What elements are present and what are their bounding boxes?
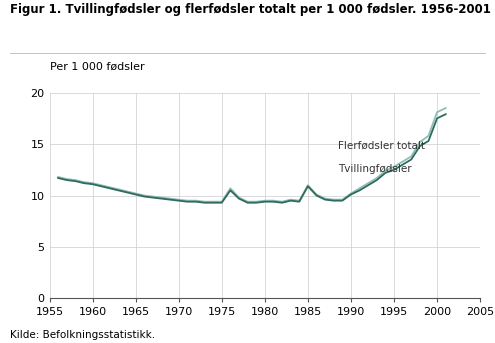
Text: Flerfødsler totalt: Flerfødsler totalt xyxy=(338,140,425,150)
Text: Per 1 000 fødsler: Per 1 000 fødsler xyxy=(50,62,144,72)
Text: Figur 1. Tvillingfødsler og flerfødsler totalt per 1 000 fødsler. 1956-2001: Figur 1. Tvillingfødsler og flerfødsler … xyxy=(10,3,491,16)
Text: Kilde: Befolkningsstatistikk.: Kilde: Befolkningsstatistikk. xyxy=(10,330,155,340)
Text: Tvillingfødsler: Tvillingfødsler xyxy=(338,164,412,174)
